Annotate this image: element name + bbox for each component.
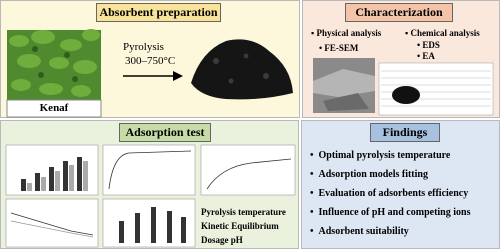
- chemical-heading: ▪ Chemical analysis: [405, 28, 480, 38]
- factor: Kinetic Equilibrium: [201, 221, 279, 231]
- panel-title: Adsorption test: [119, 123, 211, 142]
- finding-text: Influence of pH and competing ions: [318, 207, 471, 218]
- method: • EA: [417, 51, 435, 61]
- temperature-label: 300–750°C: [125, 55, 176, 67]
- finding-text: Optimal pyrolysis temperature: [318, 150, 451, 161]
- factor: Dosage pH: [201, 235, 243, 245]
- characterization-panel: Characterization ▪ Physical analysis • F…: [302, 0, 500, 118]
- panel-title: Characterization: [345, 3, 453, 22]
- heading-text: Physical analysis: [316, 28, 382, 38]
- method-text: EDS: [422, 40, 440, 50]
- panel-title: Findings: [370, 123, 440, 142]
- method: • FE-SEM: [319, 43, 359, 53]
- finding: • Influence of pH and competing ions: [310, 207, 471, 218]
- plant-label: Kenaf: [39, 102, 69, 114]
- adsorption-graphics: [5, 144, 296, 248]
- finding: • Evaluation of adsorbents efficiency: [310, 188, 469, 199]
- heading-text: Chemical analysis: [410, 28, 480, 38]
- method-text: FE-SEM: [324, 43, 359, 53]
- finding: • Adsorption models fitting: [310, 169, 428, 180]
- findings-panel: Findings • Optimal pyrolysis temperature…: [301, 120, 500, 249]
- factor: Pyrolysis temperature: [201, 207, 286, 217]
- preparation-panel: Absorbent preparation Kenaf Pyrolysis 30…: [0, 0, 300, 118]
- finding-text: Adsorbent suitability: [318, 226, 409, 237]
- finding-text: Adsorption models fitting: [318, 169, 428, 180]
- panel-title: Absorbent preparation: [96, 3, 221, 22]
- method: • EDS: [417, 40, 440, 50]
- adsorption-panel: Adsorption test Pyrolysis temperature Ki: [0, 120, 299, 249]
- method-text: EA: [422, 51, 435, 61]
- finding: • Optimal pyrolysis temperature: [310, 150, 451, 161]
- finding: • Adsorbent suitability: [310, 226, 409, 237]
- process-label: Pyrolysis: [123, 41, 164, 53]
- physical-heading: ▪ Physical analysis: [311, 28, 382, 38]
- finding-text: Evaluation of adsorbents efficiency: [318, 188, 469, 199]
- preparation-graphics: [6, 29, 293, 118]
